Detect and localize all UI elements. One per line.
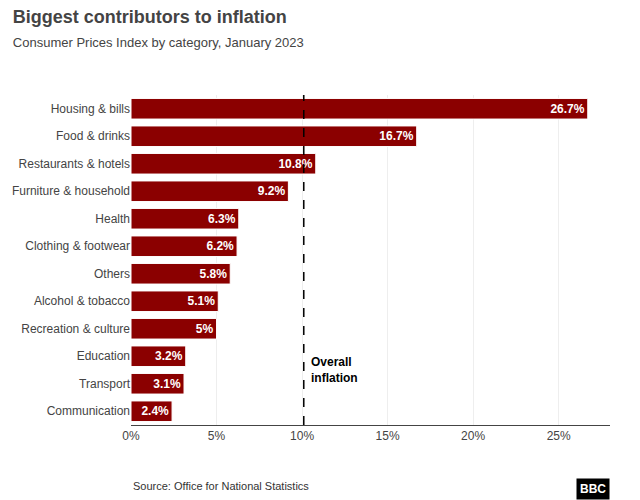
svg-text:Furniture & household: Furniture & household	[12, 184, 130, 198]
svg-text:6.3%: 6.3%	[208, 212, 236, 226]
svg-text:Others: Others	[94, 267, 130, 281]
svg-text:5%: 5%	[196, 322, 214, 336]
svg-text:Communication: Communication	[47, 404, 130, 418]
svg-text:Alcohol & tobacco: Alcohol & tobacco	[34, 294, 130, 308]
svg-text:Housing & bills: Housing & bills	[51, 102, 130, 116]
svg-text:Restaurants & hotels: Restaurants & hotels	[19, 157, 130, 171]
svg-text:5%: 5%	[208, 429, 226, 443]
svg-text:3.2%: 3.2%	[155, 349, 183, 363]
svg-text:9.2%: 9.2%	[258, 184, 286, 198]
svg-text:Clothing & footwear: Clothing & footwear	[25, 239, 130, 253]
svg-text:5.1%: 5.1%	[188, 294, 216, 308]
svg-text:2.4%: 2.4%	[141, 404, 169, 418]
svg-text:6.2%: 6.2%	[206, 239, 234, 253]
svg-text:10%: 10%	[290, 429, 314, 443]
svg-text:3.1%: 3.1%	[153, 377, 181, 391]
svg-text:Recreation & culture: Recreation & culture	[21, 322, 130, 336]
svg-text:Health: Health	[95, 212, 130, 226]
svg-text:20%: 20%	[461, 429, 485, 443]
svg-text:Transport: Transport	[79, 377, 131, 391]
svg-text:BBC: BBC	[580, 482, 606, 496]
svg-text:Overallinflation: Overallinflation	[311, 355, 358, 385]
svg-text:Education: Education	[77, 349, 130, 363]
svg-text:25%: 25%	[547, 429, 571, 443]
svg-text:10.8%: 10.8%	[278, 157, 312, 171]
svg-text:0%: 0%	[122, 429, 140, 443]
svg-text:15%: 15%	[376, 429, 400, 443]
svg-text:26.7%: 26.7%	[550, 102, 584, 116]
svg-text:Food & drinks: Food & drinks	[56, 129, 130, 143]
svg-text:Biggest contributors to inflat: Biggest contributors to inflationConsume…	[13, 7, 304, 49]
svg-text:Source: Office for National St: Source: Office for National Statistics	[133, 480, 309, 492]
svg-text:5.8%: 5.8%	[200, 267, 228, 281]
svg-text:16.7%: 16.7%	[379, 129, 413, 143]
